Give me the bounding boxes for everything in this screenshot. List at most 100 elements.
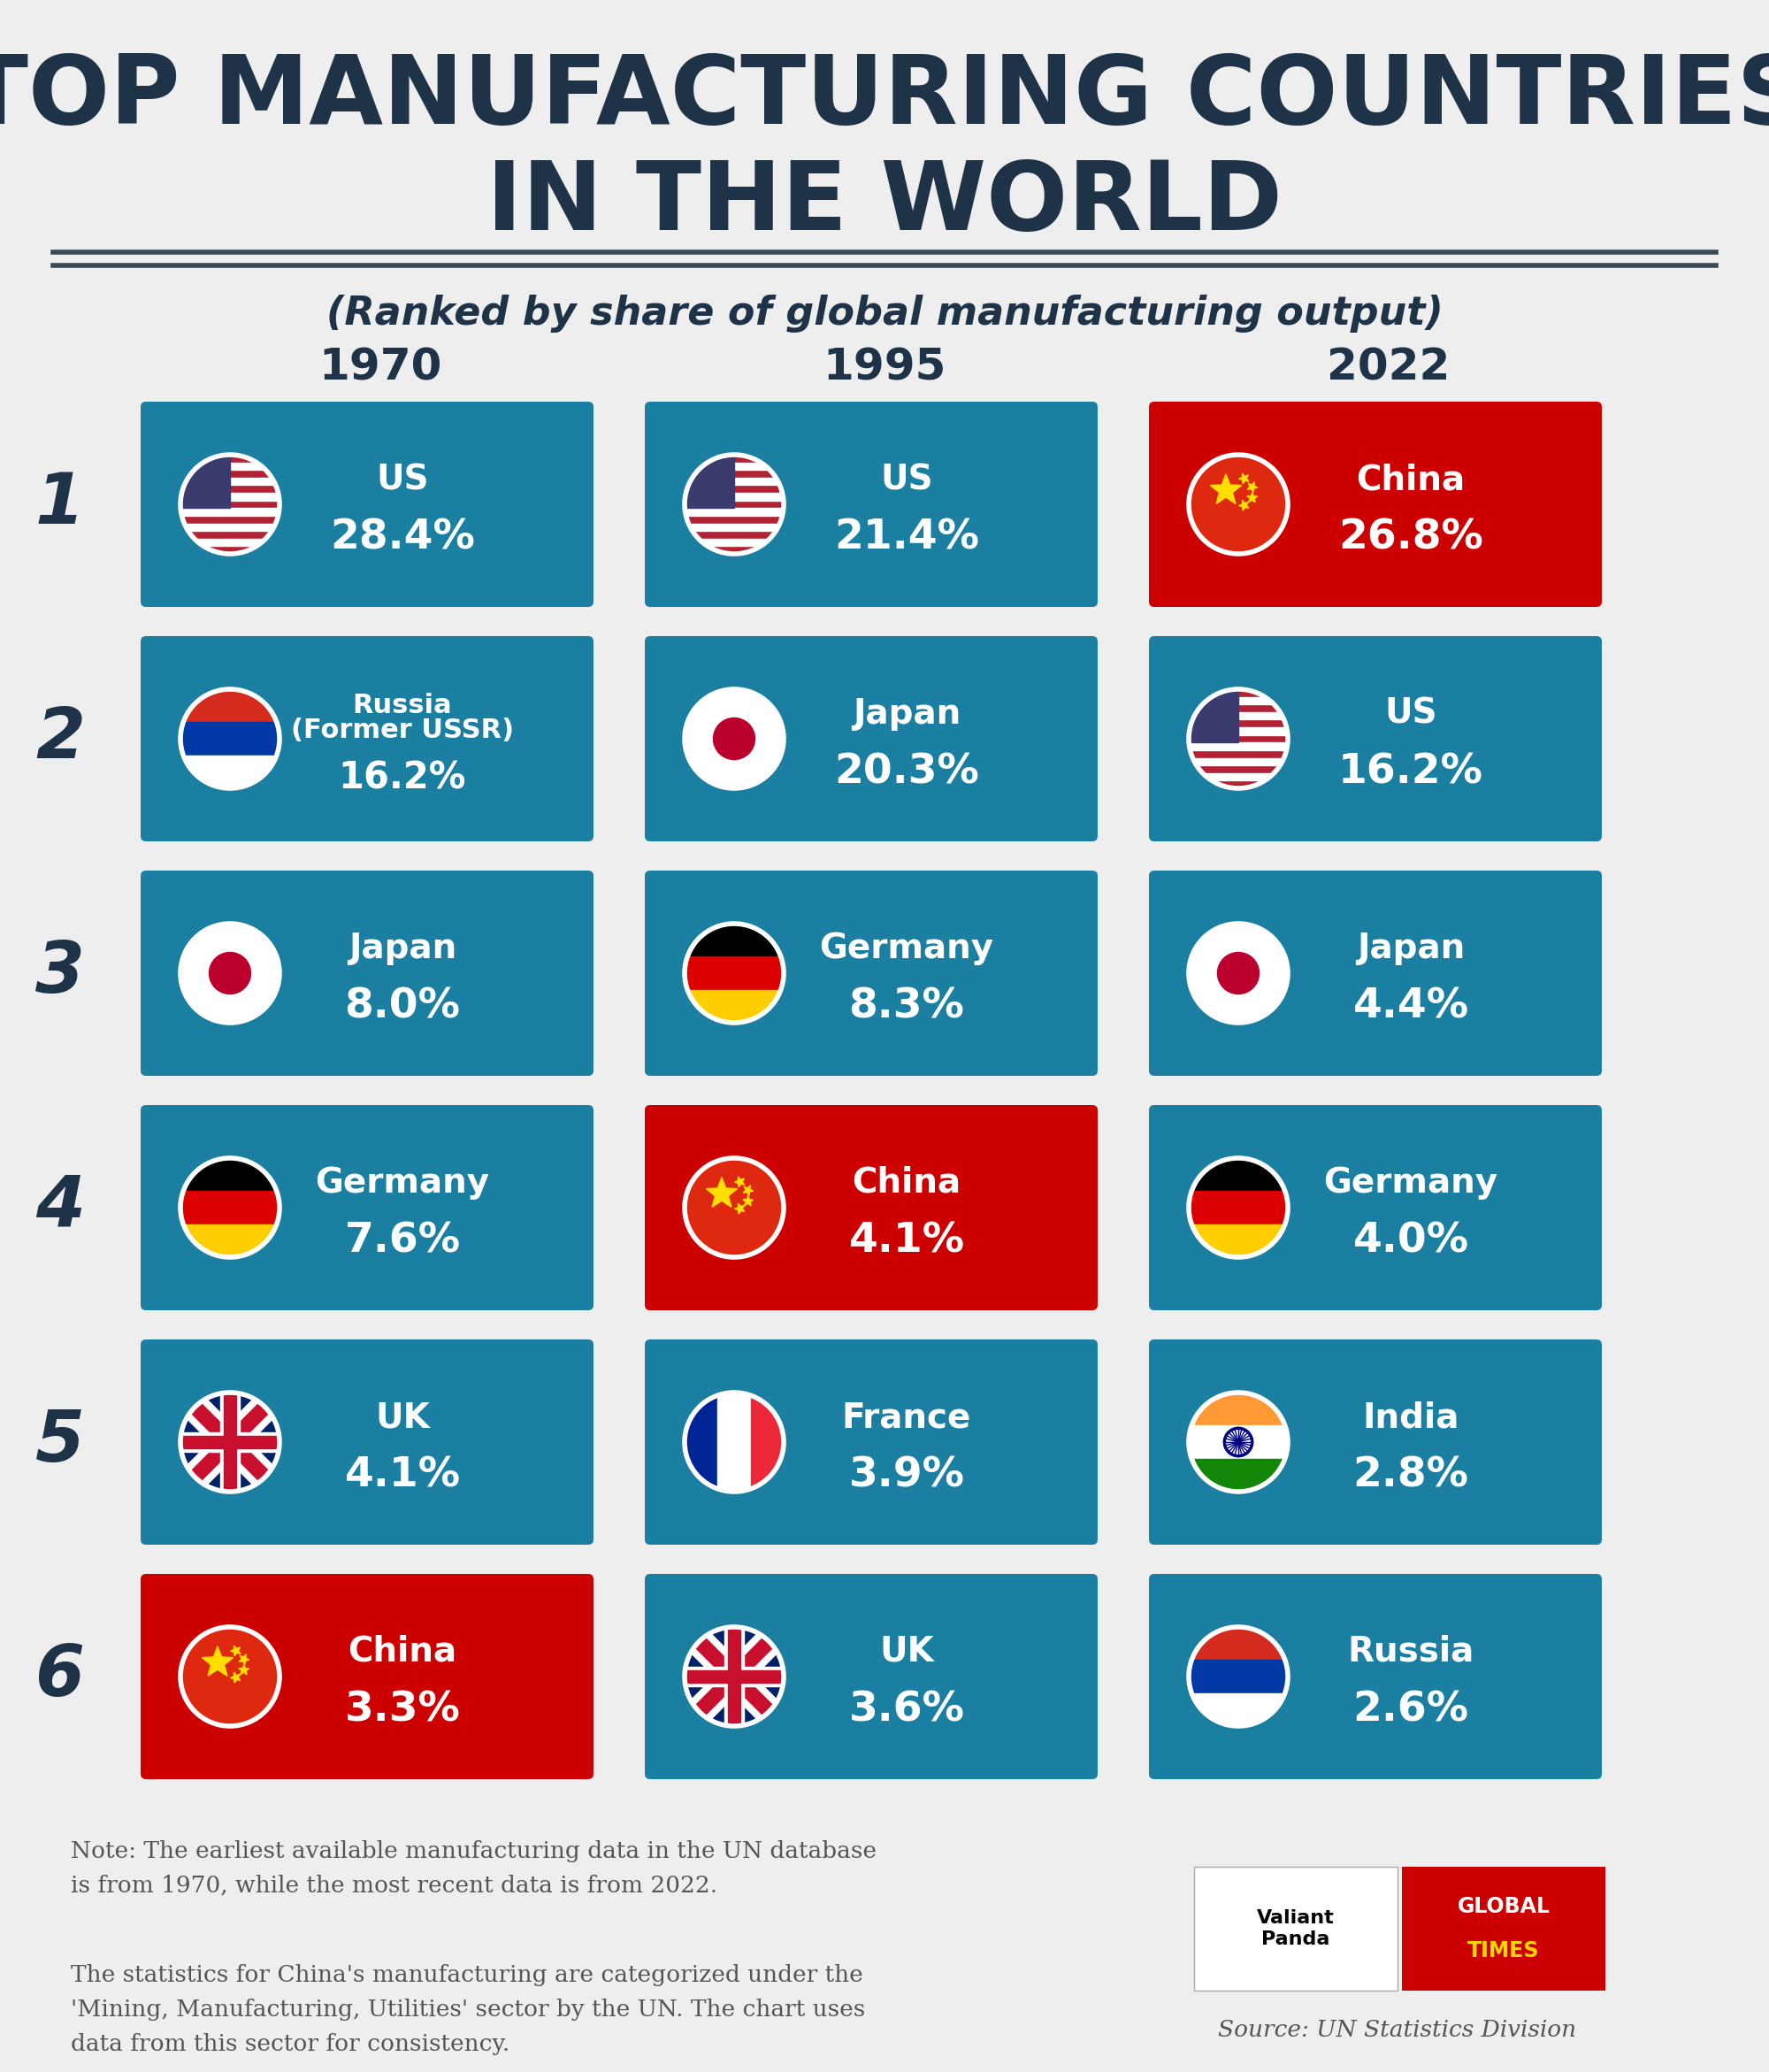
Bar — [724, 1627, 745, 1726]
Polygon shape — [1210, 474, 1242, 503]
Bar — [180, 539, 280, 547]
Circle shape — [180, 924, 280, 1024]
Bar — [180, 1225, 280, 1258]
Polygon shape — [706, 1177, 738, 1208]
Text: 1970: 1970 — [318, 346, 442, 387]
Text: Germany: Germany — [819, 932, 994, 966]
Polygon shape — [1238, 472, 1249, 483]
Bar — [1189, 1627, 1288, 1662]
Bar — [180, 524, 280, 530]
Text: 3.9%: 3.9% — [849, 1457, 964, 1496]
Text: 1995: 1995 — [823, 346, 946, 387]
Text: UK: UK — [375, 1401, 430, 1434]
Text: 4.4%: 4.4% — [1353, 986, 1468, 1028]
Bar — [219, 1392, 241, 1492]
Bar — [180, 493, 280, 501]
Polygon shape — [734, 1204, 745, 1214]
Polygon shape — [230, 1645, 241, 1656]
Bar — [180, 1158, 280, 1191]
Bar — [180, 479, 280, 485]
Text: Russia: Russia — [1348, 1635, 1474, 1668]
Bar — [180, 1436, 280, 1448]
Bar — [718, 1392, 752, 1492]
Bar — [1189, 1158, 1288, 1191]
Bar — [1189, 1392, 1288, 1426]
Bar — [180, 756, 280, 789]
Bar — [685, 462, 784, 470]
Bar — [1189, 758, 1288, 765]
Polygon shape — [743, 1196, 754, 1206]
Text: 26.8%: 26.8% — [1339, 518, 1482, 557]
Bar — [685, 1670, 784, 1682]
Polygon shape — [1247, 493, 1258, 501]
FancyBboxPatch shape — [644, 1104, 1097, 1310]
Text: 2.6%: 2.6% — [1353, 1691, 1468, 1730]
Polygon shape — [693, 1637, 775, 1716]
FancyBboxPatch shape — [142, 1104, 594, 1310]
Polygon shape — [693, 1637, 775, 1716]
Text: 4: 4 — [35, 1173, 85, 1241]
Bar — [1189, 742, 1288, 750]
Text: Note: The earliest available manufacturing data in the UN database
is from 1970,: Note: The earliest available manufacturi… — [71, 1840, 877, 1896]
Text: Source: UN Statistics Division: Source: UN Statistics Division — [1219, 2020, 1576, 2041]
Text: 4.1%: 4.1% — [849, 1220, 964, 1262]
Text: GLOBAL: GLOBAL — [1458, 1896, 1550, 1917]
Polygon shape — [202, 1647, 234, 1676]
Text: Japan: Japan — [1357, 932, 1465, 966]
Bar — [729, 1627, 739, 1726]
FancyBboxPatch shape — [644, 870, 1097, 1075]
FancyBboxPatch shape — [142, 1575, 594, 1780]
FancyBboxPatch shape — [644, 636, 1097, 841]
FancyBboxPatch shape — [142, 636, 594, 841]
Circle shape — [685, 1158, 784, 1258]
Polygon shape — [690, 1631, 778, 1722]
Text: 2: 2 — [35, 704, 85, 773]
FancyBboxPatch shape — [1150, 870, 1603, 1075]
Text: 8.3%: 8.3% — [849, 986, 964, 1028]
Bar — [685, 508, 784, 516]
Bar — [1189, 1225, 1288, 1258]
Text: 16.2%: 16.2% — [338, 760, 467, 798]
Text: Japan: Japan — [853, 696, 961, 731]
Bar — [685, 454, 734, 508]
FancyBboxPatch shape — [1150, 1104, 1603, 1310]
Circle shape — [1237, 1440, 1240, 1444]
FancyBboxPatch shape — [142, 1339, 594, 1546]
Text: 16.2%: 16.2% — [1339, 752, 1482, 792]
Bar — [180, 508, 280, 516]
FancyBboxPatch shape — [1150, 636, 1603, 841]
Bar — [1189, 690, 1238, 742]
Bar — [223, 1392, 237, 1492]
FancyBboxPatch shape — [1401, 1867, 1606, 1991]
Bar — [180, 462, 280, 470]
Polygon shape — [189, 1403, 271, 1481]
Text: Japan: Japan — [348, 932, 456, 966]
Polygon shape — [189, 1403, 271, 1481]
Bar — [1189, 713, 1288, 719]
Circle shape — [1189, 454, 1288, 553]
FancyBboxPatch shape — [142, 402, 594, 607]
Polygon shape — [186, 1397, 274, 1488]
Text: TOP MANUFACTURING COUNTRIES: TOP MANUFACTURING COUNTRIES — [0, 50, 1769, 145]
Text: 3.6%: 3.6% — [849, 1691, 964, 1730]
Text: India: India — [1362, 1401, 1459, 1434]
Text: China: China — [348, 1635, 456, 1668]
Bar — [180, 454, 230, 508]
Text: 8.0%: 8.0% — [345, 986, 460, 1028]
Polygon shape — [743, 1185, 754, 1196]
Text: Russia: Russia — [352, 692, 453, 717]
Bar — [685, 957, 784, 990]
Bar — [1189, 773, 1288, 781]
Bar — [1189, 1426, 1288, 1459]
Circle shape — [685, 690, 784, 787]
Text: US: US — [881, 462, 932, 497]
Polygon shape — [690, 1631, 778, 1722]
Bar — [180, 1432, 280, 1452]
Circle shape — [180, 1392, 280, 1492]
Text: 3: 3 — [35, 939, 85, 1007]
Text: (Ranked by share of global manufacturing output): (Ranked by share of global manufacturing… — [325, 294, 1444, 334]
Bar — [685, 1392, 718, 1492]
FancyBboxPatch shape — [1150, 1339, 1603, 1546]
Text: 2022: 2022 — [1327, 346, 1451, 387]
Circle shape — [180, 454, 280, 553]
